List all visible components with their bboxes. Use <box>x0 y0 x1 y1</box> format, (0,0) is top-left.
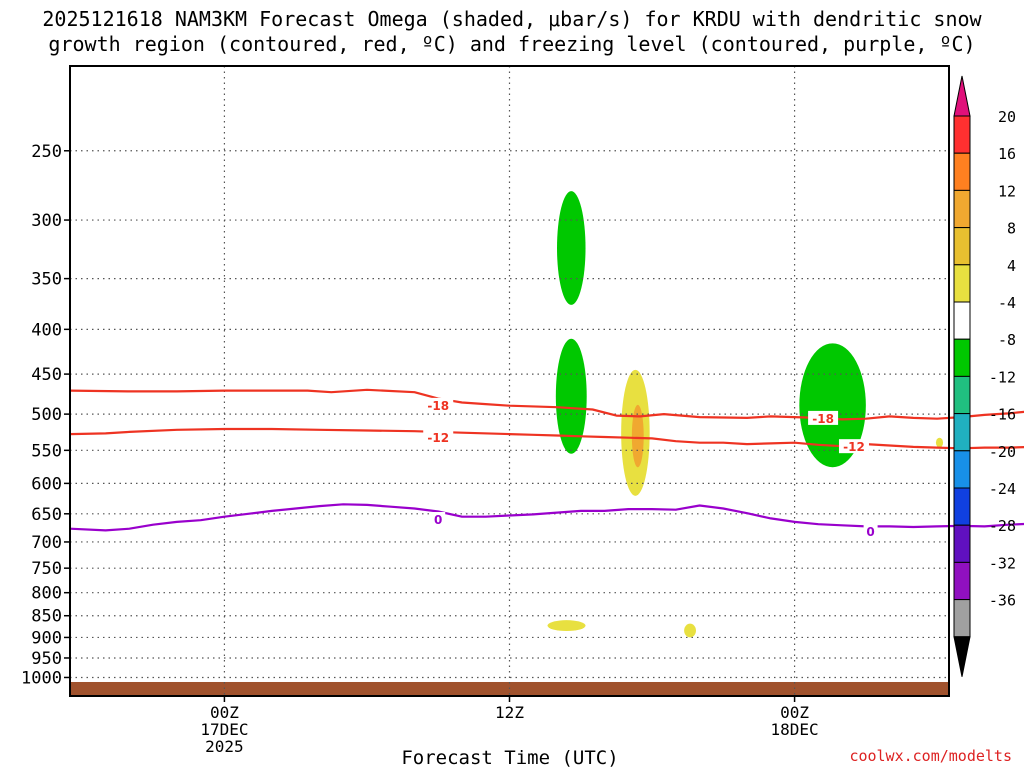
colorbar-label: -12 <box>989 368 1016 386</box>
omega-shade-blob <box>547 620 586 632</box>
omega-shade-blob <box>799 343 866 468</box>
x-axis: 00Z17DEC202512Z00Z18DEC12Z00Z19DEC <box>200 696 819 756</box>
y-tick-label: 250 <box>31 142 62 162</box>
colorbar-segment <box>953 227 971 266</box>
y-tick-label: 850 <box>31 607 62 627</box>
chart-title-line1: 2025121618 NAM3KM Forecast Omega (shaded… <box>42 7 982 31</box>
omega-shade-blob <box>631 404 644 468</box>
y-tick-label: 800 <box>31 584 62 604</box>
omega-shade-blob <box>935 437 944 448</box>
colorbar-label: -24 <box>989 480 1016 498</box>
colorbar-bottom-triangle <box>953 636 971 677</box>
y-tick-label: 350 <box>31 270 62 290</box>
colorbar-label: 12 <box>998 182 1016 200</box>
y-tick-label: 550 <box>31 441 62 461</box>
credit-text: coolwx.com/modelts <box>849 747 1012 765</box>
freezing-level-contour-label: 0 <box>866 525 874 539</box>
dgz-contour-minus18-label-bg <box>808 410 839 425</box>
colorbar-label: 16 <box>998 145 1016 163</box>
colorbar-segment <box>953 115 971 154</box>
dgz-contour-minus12-label: -12 <box>843 440 865 454</box>
x-tick-label: 00Z <box>210 703 239 722</box>
y-tick-label: 500 <box>31 405 62 425</box>
y-tick-label: 400 <box>31 320 62 340</box>
dgz-contour-minus12-label: -12 <box>427 431 449 445</box>
colorbar: 20 16 12 8 4 -4 -8 -12 -16 -20 -24 -28 -32 -36 <box>953 75 1016 677</box>
dgz-contour-minus18-label-bg <box>423 397 454 412</box>
y-tick-label: 650 <box>31 505 62 525</box>
colorbar-segment <box>953 561 971 601</box>
colorbar-segment <box>953 152 971 191</box>
y-tick-label: 300 <box>31 211 62 231</box>
omega-shade-blob <box>555 338 587 454</box>
grid-layer <box>70 66 949 696</box>
chart-title-line2: growth region (contoured, red, ºC) and f… <box>48 32 975 56</box>
dgz-contour-minus18-label: -18 <box>812 412 834 426</box>
colorbar-label: 4 <box>1007 257 1016 275</box>
colorbar-label: -16 <box>989 406 1016 424</box>
colorbar-segment <box>953 413 971 452</box>
colorbar-segment <box>953 301 971 340</box>
colorbar-segment <box>953 264 971 303</box>
colorbar-segment <box>953 524 971 563</box>
colorbar-label: -20 <box>989 443 1016 461</box>
freezing-level-contour <box>69 503 1024 532</box>
x-tick-label: 12Z <box>495 703 524 722</box>
y-tick-label: 750 <box>31 559 62 579</box>
x-tick-label: 00Z <box>780 703 809 722</box>
x-tick-label: 18DEC <box>770 720 818 739</box>
colorbar-label: -8 <box>998 331 1016 349</box>
colorbar-segment <box>953 599 971 638</box>
colorbar-top-triangle <box>953 75 971 117</box>
colorbar-segment <box>953 338 971 377</box>
colorbar-segment <box>953 375 971 415</box>
contour-layer: -18-18-18-12-12-12000 <box>69 388 1024 539</box>
colorbar-label: -28 <box>989 517 1016 535</box>
dgz-contour-minus18-label: -18 <box>427 399 449 413</box>
omega-shade-blob <box>684 623 696 638</box>
colorbar-label: -36 <box>989 592 1016 610</box>
colorbar-segment <box>953 189 971 229</box>
dgz-contour-minus12 <box>69 427 1024 450</box>
y-tick-label: 950 <box>31 649 62 669</box>
x-tick-label: 2025 <box>205 737 244 756</box>
omega-shade-blob <box>557 191 586 305</box>
colorbar-segment <box>953 487 971 526</box>
colorbar-segment <box>953 450 971 489</box>
freezing-level-contour-label: 0 <box>434 513 442 527</box>
colorbar-label: -4 <box>998 294 1016 312</box>
freezing-level-contour-label-bg <box>863 523 878 538</box>
dgz-contour-minus12-label-bg <box>423 429 454 444</box>
y-tick-label: 1000 <box>21 668 62 688</box>
freezing-level-contour-label-bg <box>431 512 446 527</box>
colorbar-label: 20 <box>998 108 1016 126</box>
omega-shading-layer <box>547 191 944 638</box>
colorbar-label: -32 <box>989 554 1016 572</box>
y-tick-label: 600 <box>31 474 62 494</box>
colorbar-label: 8 <box>1007 220 1016 238</box>
x-tick-label: 17DEC <box>200 720 248 739</box>
x-axis-title: Forecast Time (UTC) <box>401 747 618 768</box>
dgz-contour-minus12-label-bg <box>838 439 869 454</box>
y-tick-label: 900 <box>31 628 62 648</box>
y-tick-label: 450 <box>31 365 62 385</box>
y-axis: 2503003504004505005506006507007508008509… <box>21 142 70 688</box>
y-tick-label: 700 <box>31 533 62 553</box>
